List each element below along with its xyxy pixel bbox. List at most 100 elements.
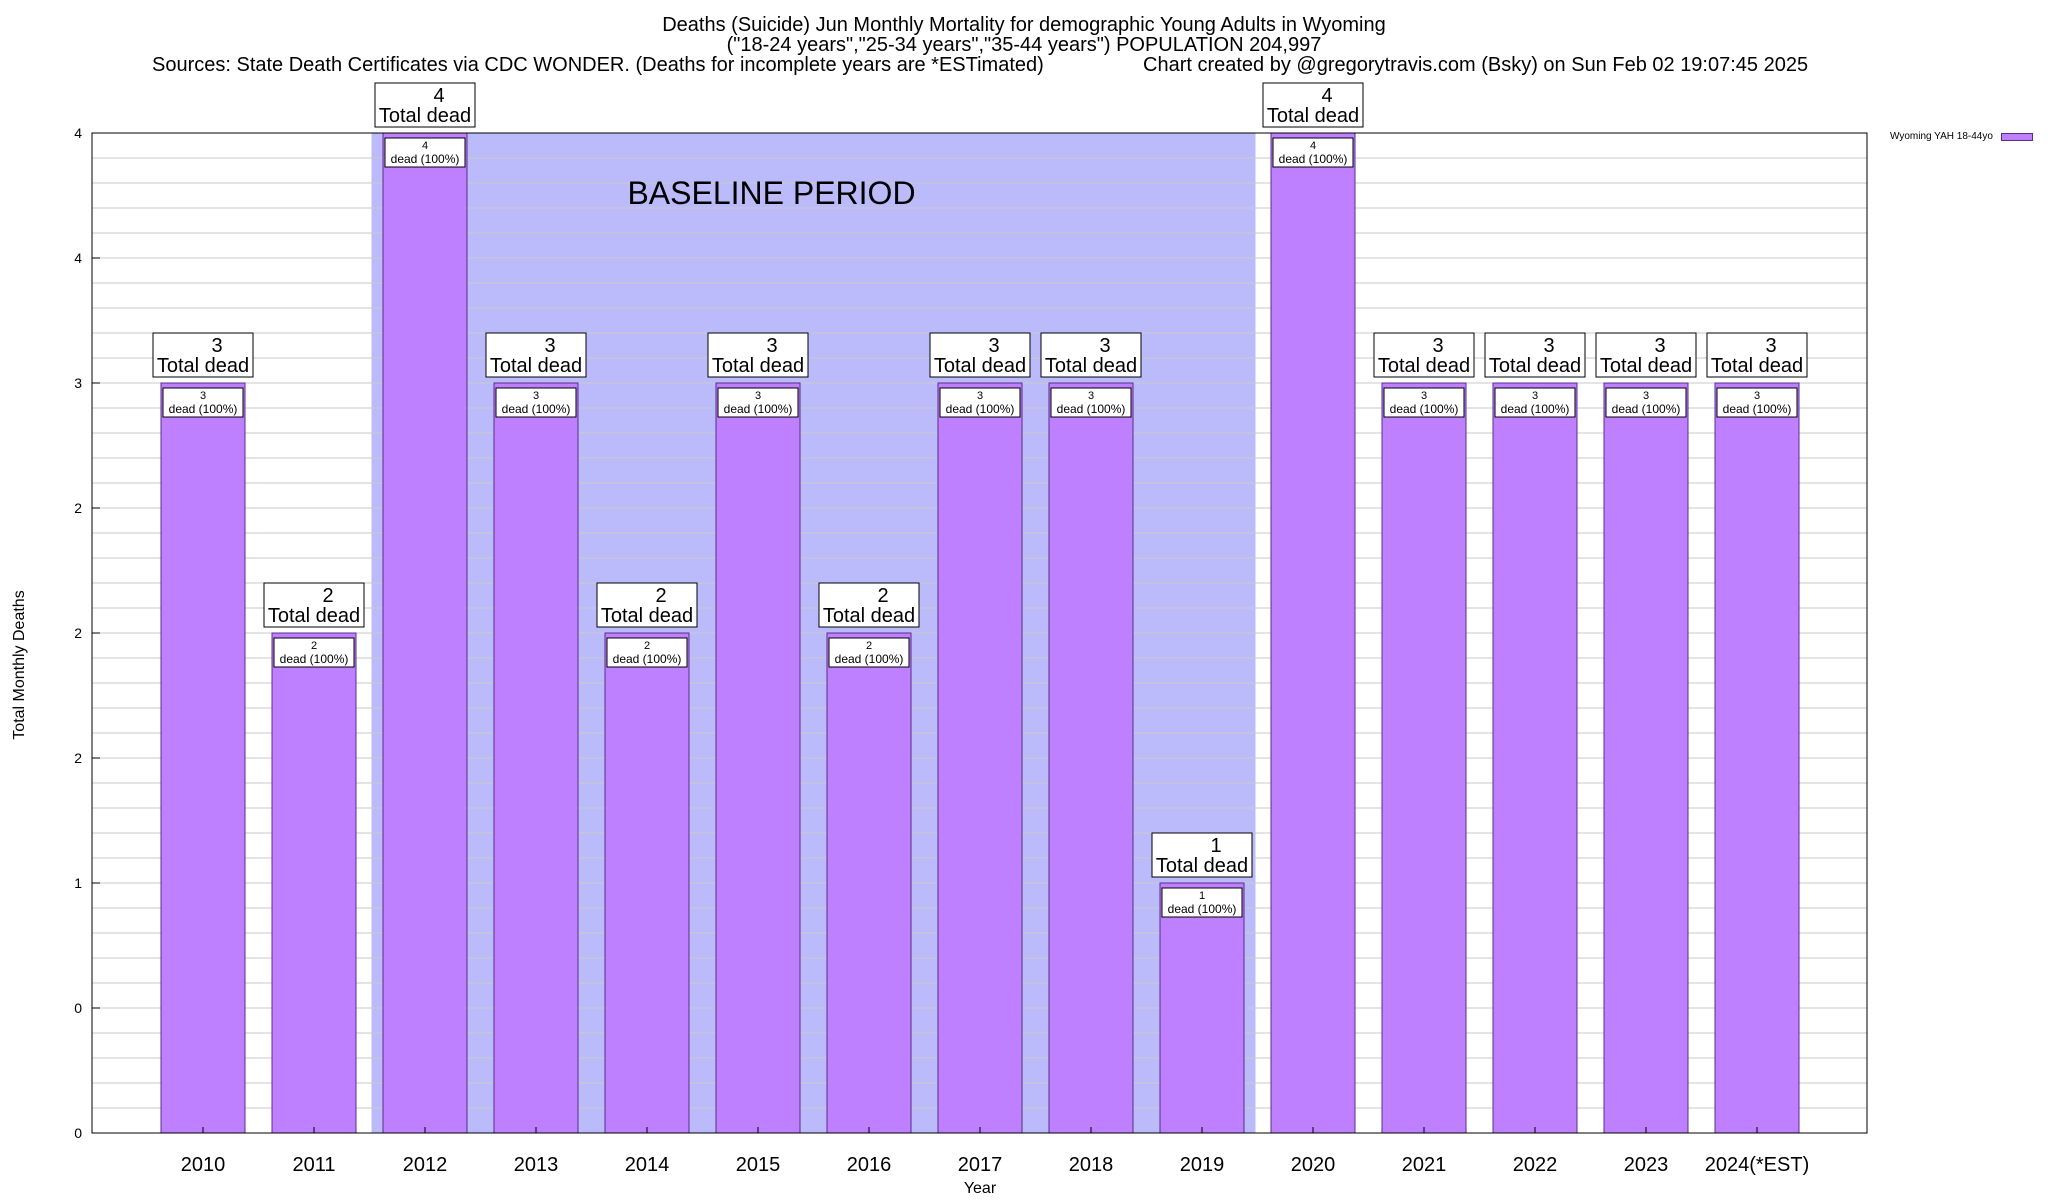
bar-inner-label-box bbox=[1494, 387, 1576, 418]
bar-inner-label-box bbox=[495, 387, 577, 418]
source-note: Sources: State Death Certificates via CD… bbox=[152, 54, 1044, 76]
bar-total-count: 3 bbox=[1654, 335, 1665, 357]
x-tick-label: 2018 bbox=[1069, 1154, 1114, 1176]
bar-total-label-box bbox=[818, 582, 920, 628]
y-tick-label: 2 bbox=[74, 750, 82, 766]
bar-total-label-box bbox=[596, 582, 698, 628]
bar-total-label: Total dead bbox=[712, 355, 804, 377]
credit-note: Chart created by @gregorytravis.com (Bsk… bbox=[1143, 54, 1809, 76]
bar-inner-count: 2 bbox=[866, 640, 872, 652]
bar-total-label-box bbox=[1595, 332, 1697, 378]
bar-inner-count: 2 bbox=[311, 640, 317, 652]
bar bbox=[1492, 382, 1578, 1134]
bar bbox=[271, 632, 357, 1134]
y-tick-label: 1 bbox=[74, 875, 82, 891]
legend-swatch bbox=[2000, 132, 2033, 141]
bar-total-label-box bbox=[1262, 82, 1364, 128]
bar-inner-label-box bbox=[1050, 387, 1132, 418]
bar-inner-count: 3 bbox=[1088, 390, 1094, 402]
bar bbox=[1714, 382, 1800, 1134]
bar-total-label: Total dead bbox=[823, 605, 915, 627]
x-tick-label: 2016 bbox=[847, 1154, 892, 1176]
bar-total-count: 4 bbox=[433, 85, 444, 107]
bar-total-label: Total dead bbox=[268, 605, 360, 627]
bar-inner-label-box bbox=[1383, 387, 1465, 418]
bar-total-label: Total dead bbox=[490, 355, 582, 377]
y-tick-label: 3 bbox=[74, 375, 82, 391]
bar-total-count: 3 bbox=[1765, 335, 1776, 357]
x-tick-label: 2024(*EST) bbox=[1705, 1154, 1810, 1176]
bar-inner-label-box bbox=[1272, 137, 1354, 168]
y-tick-label: 4 bbox=[74, 250, 82, 266]
bar-total-count: 3 bbox=[211, 335, 222, 357]
bar-total-label: Total dead bbox=[379, 105, 471, 127]
bar-total-label: Total dead bbox=[1378, 355, 1470, 377]
bar-inner-count: 4 bbox=[422, 140, 428, 152]
bar-total-count: 2 bbox=[877, 585, 888, 607]
bar-inner-count: 3 bbox=[755, 390, 761, 402]
bar-inner-label-box bbox=[273, 637, 355, 668]
bar-inner-count: 3 bbox=[1532, 390, 1538, 402]
bar-total-label-box bbox=[707, 332, 809, 378]
bar-total-label: Total dead bbox=[1711, 355, 1803, 377]
x-tick-label: 2014 bbox=[625, 1154, 670, 1176]
y-tick-label: 0 bbox=[74, 1000, 82, 1016]
legend-label: Wyoming YAH 18-44yo bbox=[1890, 131, 1993, 142]
x-tick-label: 2022 bbox=[1513, 1154, 1558, 1176]
bar-inner-label: dead (100%) bbox=[1501, 402, 1570, 416]
x-tick-label: 2023 bbox=[1624, 1154, 1669, 1176]
bar-inner-label-box bbox=[717, 387, 799, 418]
bar-total-label-box bbox=[152, 332, 254, 378]
bar bbox=[1381, 382, 1467, 1134]
bar-total-label-box bbox=[263, 582, 365, 628]
bar-inner-count: 2 bbox=[644, 640, 650, 652]
bar-inner-count: 1 bbox=[1199, 890, 1205, 902]
bar-inner-count: 3 bbox=[1754, 390, 1760, 402]
bar-inner-label-box bbox=[162, 387, 244, 418]
bar-total-count: 1 bbox=[1210, 835, 1221, 857]
chart-title: Deaths (Suicide) Jun Monthly Mortality f… bbox=[662, 14, 1386, 36]
x-tick-label: 2020 bbox=[1291, 1154, 1336, 1176]
bar-total-label: Total dead bbox=[934, 355, 1026, 377]
bar-inner-label: dead (100%) bbox=[391, 152, 460, 166]
baseline-period-label: BASELINE PERIOD bbox=[627, 175, 915, 211]
bar-total-count: 2 bbox=[322, 585, 333, 607]
bar-inner-label: dead (100%) bbox=[1057, 402, 1126, 416]
bar bbox=[160, 382, 246, 1134]
y-tick-label: 2 bbox=[74, 625, 82, 641]
bar-total-label-box bbox=[1484, 332, 1586, 378]
bar-inner-label-box bbox=[1716, 387, 1798, 418]
bar-inner-label: dead (100%) bbox=[946, 402, 1015, 416]
x-axis-label: Year bbox=[963, 1180, 997, 1197]
bar-total-count: 4 bbox=[1321, 85, 1332, 107]
bar-inner-label: dead (100%) bbox=[502, 402, 571, 416]
x-tick-label: 2017 bbox=[958, 1154, 1003, 1176]
bar-inner-label-box bbox=[828, 637, 910, 668]
bar-total-label-box bbox=[929, 332, 1031, 378]
bar-inner-count: 3 bbox=[1643, 390, 1649, 402]
x-tick-label: 2021 bbox=[1402, 1154, 1447, 1176]
bar bbox=[937, 382, 1023, 1134]
bar-inner-label: dead (100%) bbox=[1612, 402, 1681, 416]
bar-total-label: Total dead bbox=[1600, 355, 1692, 377]
bar-total-label: Total dead bbox=[157, 355, 249, 377]
bar-total-count: 3 bbox=[988, 335, 999, 357]
bar-total-label: Total dead bbox=[601, 605, 693, 627]
y-tick-label: 2 bbox=[74, 500, 82, 516]
bar bbox=[493, 382, 579, 1134]
bar-inner-label-box bbox=[606, 637, 688, 668]
legend: Wyoming YAH 18-44yo bbox=[1890, 131, 2033, 142]
bar-inner-count: 4 bbox=[1310, 140, 1316, 152]
bar-inner-count: 3 bbox=[1421, 390, 1427, 402]
bar bbox=[382, 132, 468, 1134]
x-tick-label: 2012 bbox=[403, 1154, 448, 1176]
bar-total-count: 3 bbox=[1543, 335, 1554, 357]
bar-inner-label: dead (100%) bbox=[724, 402, 793, 416]
bar-inner-label-box bbox=[384, 137, 466, 168]
bar-inner-label: dead (100%) bbox=[1390, 402, 1459, 416]
bar-inner-label-box bbox=[1161, 887, 1243, 918]
bar-inner-label: dead (100%) bbox=[169, 402, 238, 416]
bar bbox=[1048, 382, 1134, 1134]
y-axis-label: Total Monthly Deaths bbox=[11, 590, 28, 740]
